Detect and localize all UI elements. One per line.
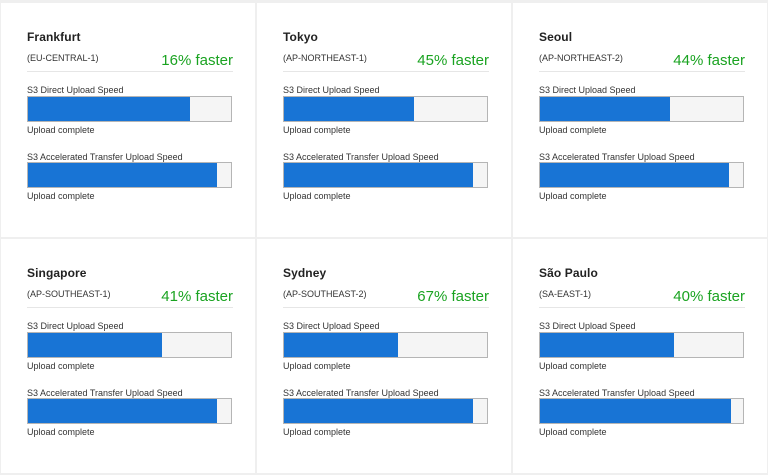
direct-upload-progress-bar	[539, 96, 744, 122]
direct-upload-status: Upload complete	[27, 361, 95, 371]
accelerated-upload-progress-bar	[283, 398, 488, 424]
accelerated-upload-status: Upload complete	[539, 427, 607, 437]
region-card-5: São Paulo (SA-EAST-1) 40% faster S3 Dire…	[513, 239, 767, 473]
accelerated-upload-progress-fill	[28, 163, 217, 187]
accelerated-upload-status: Upload complete	[283, 427, 351, 437]
speed-improvement-label: 45% faster	[417, 52, 489, 69]
region-card-3: Singapore (AP-SOUTHEAST-1) 41% faster S3…	[1, 239, 255, 473]
speed-improvement-label: 67% faster	[417, 288, 489, 305]
speed-improvement-label: 16% faster	[161, 52, 233, 69]
accelerated-upload-progress-fill	[284, 163, 473, 187]
region-code: (AP-NORTHEAST-1)	[283, 53, 367, 63]
region-code: (EU-CENTRAL-1)	[27, 53, 99, 63]
accelerated-upload-progress-fill	[28, 399, 217, 423]
direct-upload-progress-fill	[284, 333, 398, 357]
region-card-1: Tokyo (AP-NORTHEAST-1) 45% faster S3 Dir…	[257, 3, 511, 237]
accelerated-upload-status: Upload complete	[27, 191, 95, 201]
region-code: (SA-EAST-1)	[539, 289, 592, 299]
direct-upload-progress-bar	[539, 332, 744, 358]
accelerated-upload-label: S3 Accelerated Transfer Upload Speed	[283, 388, 439, 398]
direct-upload-label: S3 Direct Upload Speed	[283, 321, 380, 331]
header-divider	[539, 307, 745, 308]
header-divider	[283, 307, 489, 308]
direct-upload-progress-bar	[283, 332, 488, 358]
direct-upload-status: Upload complete	[27, 125, 95, 135]
direct-upload-status: Upload complete	[283, 125, 351, 135]
header-divider	[27, 307, 233, 308]
header-divider	[27, 71, 233, 72]
direct-upload-label: S3 Direct Upload Speed	[539, 321, 636, 331]
accelerated-upload-progress-bar	[283, 162, 488, 188]
region-card-4: Sydney (AP-SOUTHEAST-2) 67% faster S3 Di…	[257, 239, 511, 473]
direct-upload-status: Upload complete	[283, 361, 351, 371]
direct-upload-progress-fill	[540, 333, 674, 357]
region-code: (AP-NORTHEAST-2)	[539, 53, 623, 63]
region-city-name: Seoul	[539, 30, 573, 44]
accelerated-upload-label: S3 Accelerated Transfer Upload Speed	[539, 388, 695, 398]
accelerated-upload-progress-bar	[27, 398, 232, 424]
accelerated-upload-label: S3 Accelerated Transfer Upload Speed	[283, 152, 439, 162]
accelerated-upload-progress-fill	[540, 163, 729, 187]
accelerated-upload-progress-bar	[27, 162, 232, 188]
region-city-name: Sydney	[283, 266, 327, 280]
accelerated-upload-label: S3 Accelerated Transfer Upload Speed	[539, 152, 695, 162]
region-city-name: Singapore	[27, 266, 87, 280]
direct-upload-status: Upload complete	[539, 125, 607, 135]
direct-upload-progress-bar	[283, 96, 488, 122]
accelerated-upload-label: S3 Accelerated Transfer Upload Speed	[27, 152, 183, 162]
accelerated-upload-progress-bar	[539, 162, 744, 188]
region-city-name: São Paulo	[539, 266, 598, 280]
accelerated-upload-status: Upload complete	[283, 191, 351, 201]
header-divider	[539, 71, 745, 72]
direct-upload-progress-fill	[28, 97, 191, 121]
direct-upload-label: S3 Direct Upload Speed	[27, 321, 124, 331]
region-city-name: Frankfurt	[27, 30, 81, 44]
region-card-2: Seoul (AP-NORTHEAST-2) 44% faster S3 Dir…	[513, 3, 767, 237]
direct-upload-progress-bar	[27, 96, 232, 122]
accelerated-upload-progress-bar	[539, 398, 744, 424]
direct-upload-label: S3 Direct Upload Speed	[283, 85, 380, 95]
region-code: (AP-SOUTHEAST-1)	[27, 289, 111, 299]
direct-upload-status: Upload complete	[539, 361, 607, 371]
speed-improvement-label: 41% faster	[161, 288, 233, 305]
direct-upload-progress-fill	[28, 333, 162, 357]
region-city-name: Tokyo	[283, 30, 318, 44]
speed-improvement-label: 40% faster	[673, 288, 745, 305]
accelerated-upload-progress-fill	[284, 399, 473, 423]
accelerated-upload-status: Upload complete	[27, 427, 95, 437]
accelerated-upload-label: S3 Accelerated Transfer Upload Speed	[27, 388, 183, 398]
direct-upload-progress-bar	[27, 332, 232, 358]
direct-upload-label: S3 Direct Upload Speed	[27, 85, 124, 95]
region-card-0: Frankfurt (EU-CENTRAL-1) 16% faster S3 D…	[1, 3, 255, 237]
accelerated-upload-status: Upload complete	[539, 191, 607, 201]
direct-upload-progress-fill	[284, 97, 414, 121]
direct-upload-progress-fill	[540, 97, 670, 121]
speed-improvement-label: 44% faster	[673, 52, 745, 69]
direct-upload-label: S3 Direct Upload Speed	[539, 85, 636, 95]
region-code: (AP-SOUTHEAST-2)	[283, 289, 367, 299]
accelerated-upload-progress-fill	[540, 399, 731, 423]
header-divider	[283, 71, 489, 72]
